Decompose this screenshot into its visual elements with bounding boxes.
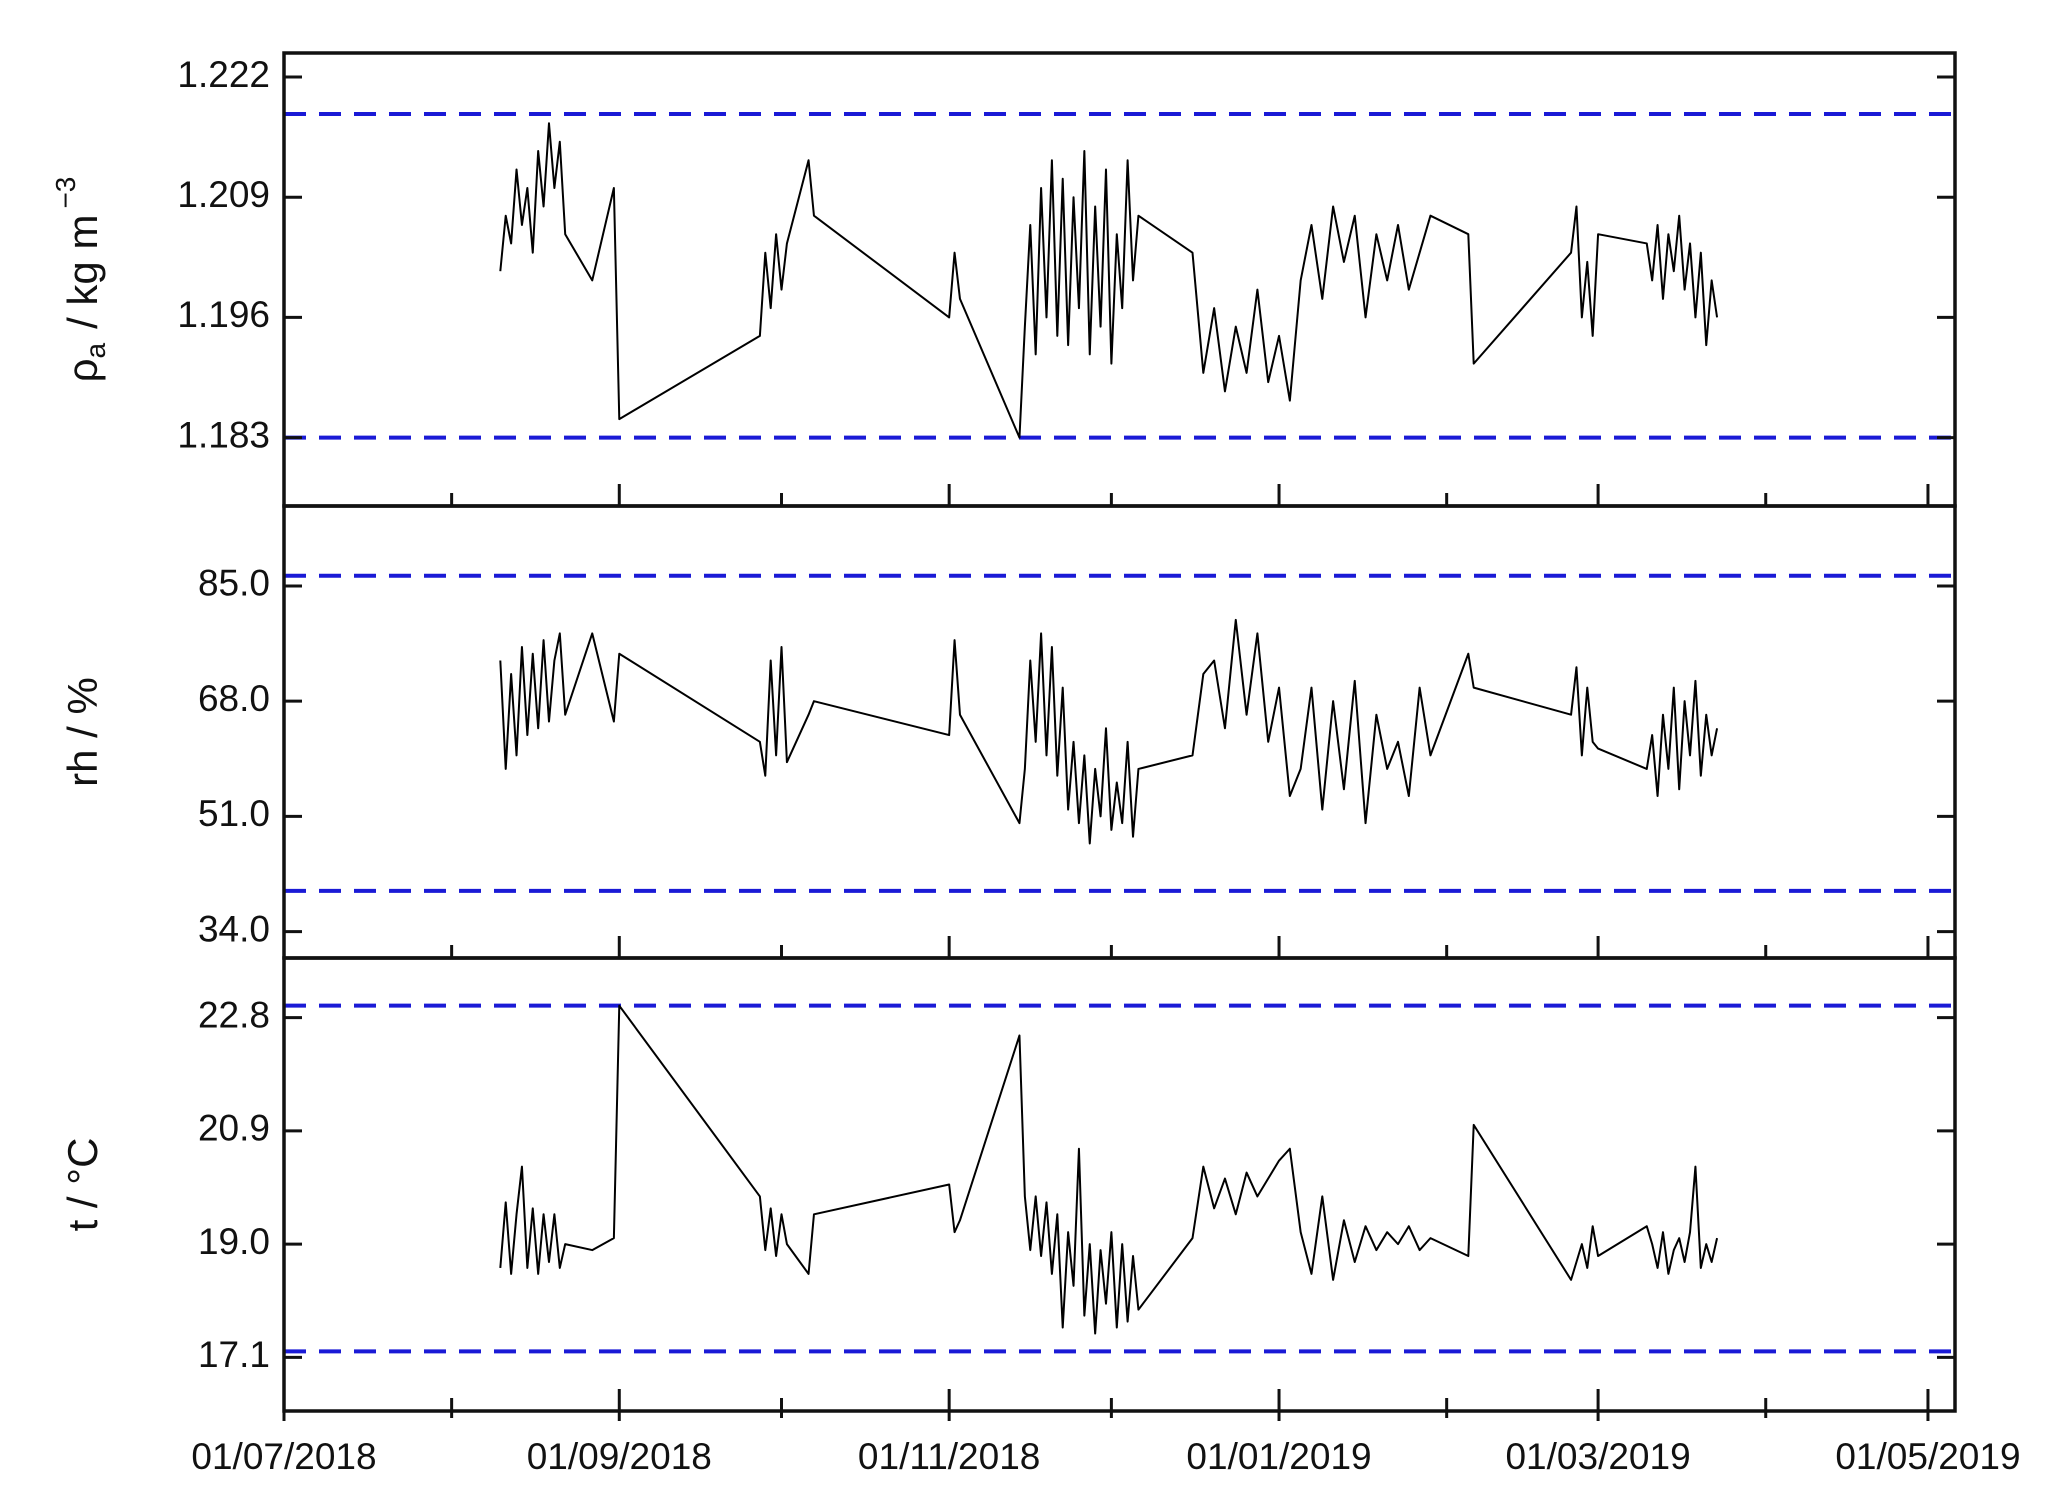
- panel-frame: [282, 956, 1957, 1413]
- y-tick-label: 1.196: [177, 294, 270, 335]
- y-tick-label: 34.0: [198, 908, 270, 949]
- x-tick-label: 01/01/2019: [1186, 1436, 1371, 1477]
- y-tick-label: 22.8: [198, 994, 270, 1035]
- y-tick-label: 68.0: [198, 678, 270, 719]
- y-axis-label: ρa / kg m −3: [50, 177, 111, 383]
- y-tick-label: 19.0: [198, 1221, 270, 1262]
- x-tick-label: 01/03/2019: [1505, 1436, 1690, 1477]
- y-axis-label-symbol: ρ: [59, 358, 106, 382]
- y-tick-label: 1.183: [177, 414, 270, 455]
- x-tick-label: 01/05/2019: [1835, 1436, 2020, 1477]
- x-tick-label: 01/07/2018: [191, 1436, 376, 1477]
- y-tick-label: 17.1: [198, 1334, 270, 1375]
- y-axis-label-superscript: −3: [50, 177, 81, 209]
- y-tick-label: 85.0: [198, 563, 270, 604]
- data-line: [499, 618, 1719, 845]
- y-axis-label: rh / %: [59, 677, 106, 787]
- y-tick-label: 20.9: [198, 1108, 270, 1149]
- y-axis-label-unit: / kg m: [59, 215, 106, 329]
- y-axis-label: t / °C: [59, 1138, 106, 1232]
- y-tick-label: 51.0: [198, 793, 270, 834]
- x-tick-label: 01/11/2018: [858, 1436, 1040, 1477]
- data-line: [499, 122, 1719, 439]
- y-axis-label-subscript: a: [80, 342, 111, 358]
- data-line: [499, 1004, 1719, 1335]
- y-tick-label: 1.222: [177, 54, 270, 95]
- y-tick-label: 1.209: [177, 174, 270, 215]
- x-tick-label: 01/09/2018: [527, 1436, 712, 1477]
